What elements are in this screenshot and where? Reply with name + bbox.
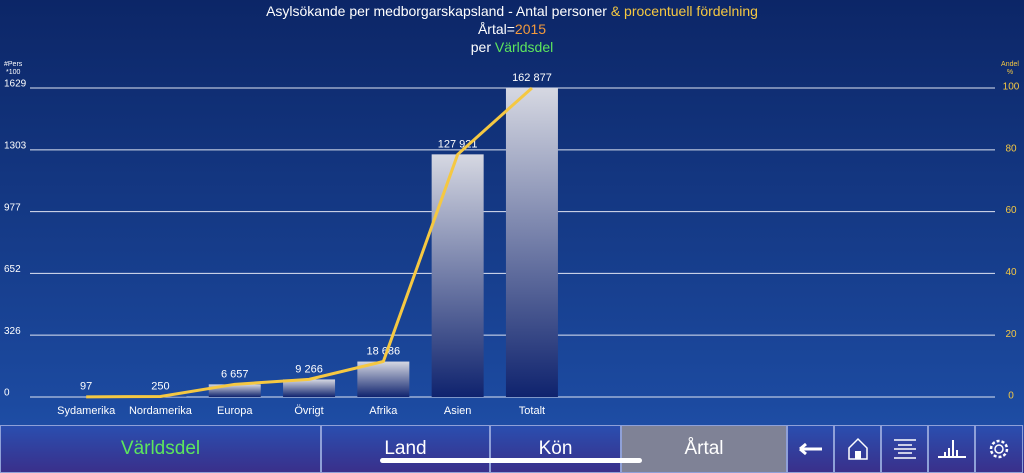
y-tick-label: 326 (4, 326, 21, 337)
back-icon[interactable] (787, 425, 834, 473)
bar (431, 154, 484, 397)
title: Asylsökande per medborgarskapsland - Ant… (266, 3, 607, 19)
settings-icon[interactable] (975, 425, 1023, 473)
list-icon[interactable] (881, 425, 928, 473)
y2-tick-label: 20 (1005, 329, 1017, 340)
y2-label: % (1007, 69, 1013, 76)
bar (505, 88, 558, 397)
y2-tick-label: 80 (1005, 143, 1017, 154)
bar (357, 361, 410, 397)
data-label: 6 657 (221, 368, 249, 380)
y-tick-label: 0 (4, 388, 10, 399)
data-label: 9 266 (295, 363, 323, 375)
tab-selected[interactable]: Årtal (621, 425, 787, 473)
data-label: 250 (151, 380, 169, 392)
x-tick-label: Sydamerika (57, 405, 116, 417)
y2-label: Andel (1001, 61, 1019, 68)
x-tick-label: Nordamerika (129, 405, 193, 417)
year: 2015 (514, 21, 547, 37)
tab[interactable]: Världsdel (0, 425, 321, 473)
home-indicator (380, 458, 642, 463)
y-tick-label: 1303 (4, 140, 27, 151)
tab[interactable]: Land (321, 425, 490, 473)
titles: Asylsökande per medborgarskapsland - Ant… (0, 2, 1024, 56)
x-tick-label: Europa (217, 405, 253, 417)
data-label: 97 (80, 381, 92, 393)
x-tick-label: Totalt (519, 405, 545, 417)
toolbar: Världsdel Land Kön Årtal (0, 425, 1024, 473)
chart: #Pers *100 Andel % 0 326 652 977 1303 1629 0 20… (4, 60, 1020, 417)
y-label: *100 (6, 69, 21, 76)
home-icon[interactable] (834, 425, 881, 473)
x-tick-label: Afrika (369, 405, 398, 417)
y-tick-label: 1629 (4, 79, 27, 90)
group: Världsdel (494, 39, 554, 55)
x-tick-label: Övrigt (294, 405, 323, 417)
data-label: 18 686 (367, 345, 401, 357)
y2-tick-label: 40 (1005, 267, 1017, 278)
subtitle2: per (470, 39, 491, 55)
bar (283, 379, 336, 397)
y-tick-label: 977 (4, 202, 21, 213)
line (86, 86, 533, 399)
y2-tick-label: 0 (1008, 391, 1014, 402)
subtitle: Årtal= (477, 21, 515, 37)
y-label: #Pers (4, 61, 23, 68)
x-tick-label: Asien (444, 405, 472, 417)
y2-tick-label: 100 (1003, 82, 1020, 93)
chart-icon[interactable] (928, 425, 975, 473)
data-label: 162 877 (512, 72, 552, 84)
title-part: & procentuell fördelning (610, 3, 758, 19)
y-tick-label: 652 (4, 264, 21, 275)
tab[interactable]: Kön (490, 425, 621, 473)
y2-tick-label: 60 (1005, 205, 1017, 216)
